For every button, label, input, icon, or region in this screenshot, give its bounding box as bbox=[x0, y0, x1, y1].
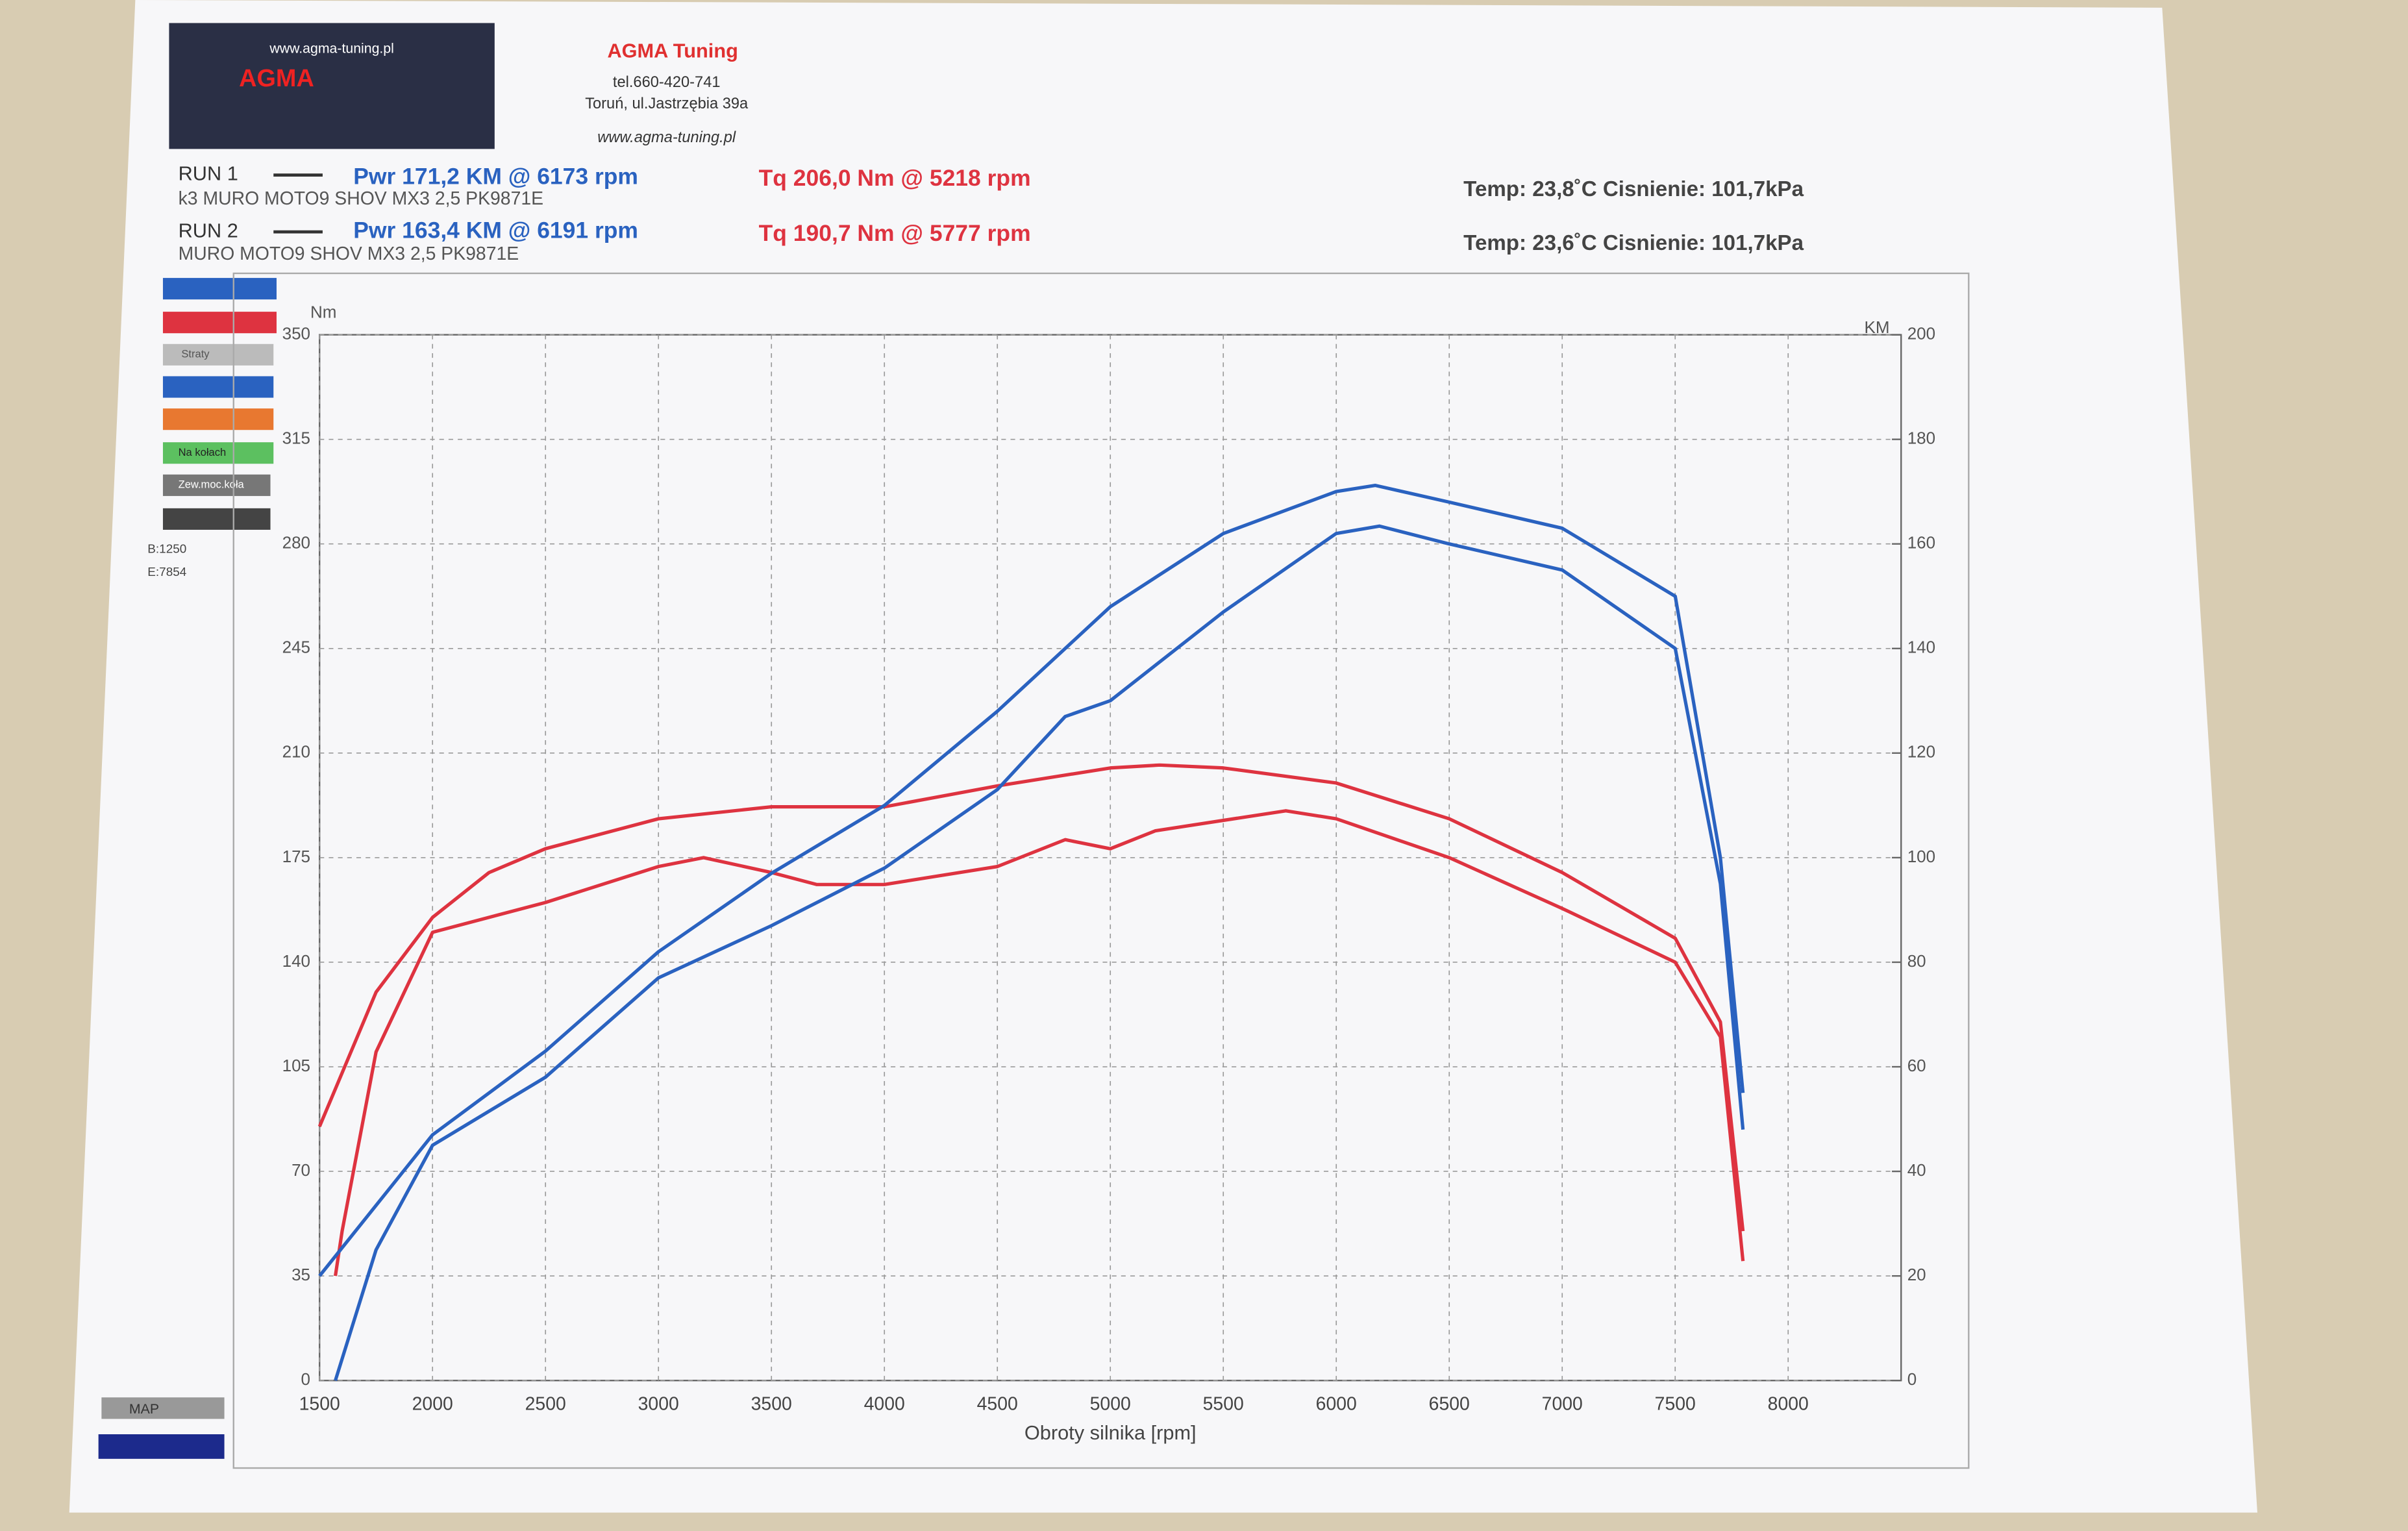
x-tick-label: 4000 bbox=[864, 1394, 905, 1415]
x-tick-label: 6000 bbox=[1316, 1394, 1357, 1415]
run-torque: Tq 206,0 Nm @ 5218 rpm bbox=[759, 165, 1031, 191]
website: www.agma-tuning.pl bbox=[597, 129, 736, 146]
run-power: Pwr 171,2 KM @ 6173 rpm bbox=[353, 164, 638, 190]
run-torque: Tq 190,7 Nm @ 5777 rpm bbox=[759, 220, 1031, 246]
side-swatch bbox=[162, 408, 274, 430]
x-tick-label: 7000 bbox=[1542, 1394, 1583, 1415]
y-tick-label: 350 bbox=[282, 323, 310, 343]
logo-url: www.agma-tuning.pl bbox=[269, 40, 393, 56]
logo-text: AGMA bbox=[239, 65, 314, 92]
side-swatch bbox=[162, 376, 274, 398]
side-swatch bbox=[98, 1434, 225, 1459]
side-item: Na kołach bbox=[179, 446, 227, 458]
y2-tick-label: 140 bbox=[1907, 638, 1935, 657]
x-tick-label: 3000 bbox=[638, 1394, 679, 1415]
side-swatch bbox=[162, 442, 274, 464]
logo bbox=[169, 23, 495, 149]
run-conditions: Temp: 23,6˚C Cisnienie: 101,7kPa bbox=[1463, 231, 1804, 255]
side-begin: B:1250 bbox=[147, 543, 186, 556]
x-tick-label: 4500 bbox=[977, 1394, 1018, 1415]
y-tick-label: 210 bbox=[282, 742, 310, 762]
y2-tick-label: 200 bbox=[1907, 323, 1935, 343]
y2-tick-label: 20 bbox=[1907, 1265, 1926, 1284]
x-tick-label: 2500 bbox=[525, 1394, 566, 1415]
x-tick-label: 5000 bbox=[1090, 1394, 1131, 1415]
side-swatch bbox=[101, 1397, 225, 1419]
phone: tel.660-420-741 bbox=[613, 74, 721, 91]
series-line bbox=[333, 809, 1745, 1276]
y2-axis-label: KM bbox=[1864, 317, 1889, 337]
company: AGMA Tuning bbox=[607, 40, 738, 62]
x-axis-label: Obroty silnika [rpm] bbox=[1024, 1421, 1197, 1444]
y-tick-label: 140 bbox=[282, 951, 310, 971]
y-tick-label: 105 bbox=[282, 1056, 310, 1075]
y-tick-label: 35 bbox=[292, 1265, 310, 1284]
y-tick-label: 0 bbox=[301, 1369, 310, 1389]
series-line bbox=[317, 763, 1745, 1232]
y2-tick-label: 180 bbox=[1907, 429, 1935, 448]
run-label: RUN 2 bbox=[179, 219, 238, 242]
chart-frame bbox=[232, 272, 1970, 1469]
y2-tick-label: 40 bbox=[1907, 1160, 1926, 1180]
series-line bbox=[334, 524, 1745, 1381]
run-power: Pwr 163,4 KM @ 6191 rpm bbox=[353, 218, 638, 243]
run-vehicle: k3 MURO MOTO9 SHOV MX3 2,5 PK9871E bbox=[179, 188, 543, 209]
x-tick-label: 2000 bbox=[412, 1394, 453, 1415]
y-tick-label: 280 bbox=[282, 533, 310, 553]
y2-tick-label: 160 bbox=[1907, 533, 1935, 553]
side-swatch bbox=[162, 343, 274, 366]
run-conditions: Temp: 23,8˚C Cisnienie: 101,7kPa bbox=[1463, 177, 1804, 201]
x-tick-label: 1500 bbox=[299, 1394, 340, 1415]
y2-tick-label: 120 bbox=[1907, 742, 1935, 762]
run-label: RUN 1 bbox=[179, 162, 238, 185]
side-swatch bbox=[162, 508, 271, 530]
x-tick-label: 8000 bbox=[1768, 1394, 1809, 1415]
side-end: E:7854 bbox=[147, 566, 186, 579]
side-map: MAP bbox=[129, 1401, 159, 1417]
x-tick-label: 3500 bbox=[751, 1394, 792, 1415]
side-swatch bbox=[162, 278, 277, 300]
run-vehicle: MURO MOTO9 SHOV MX3 2,5 PK9871E bbox=[179, 243, 519, 264]
paper bbox=[69, 0, 2257, 1513]
y2-tick-label: 60 bbox=[1907, 1056, 1926, 1075]
y-axis-label: Nm bbox=[310, 302, 336, 321]
y2-tick-label: 0 bbox=[1907, 1369, 1917, 1389]
side-swatch bbox=[162, 312, 277, 334]
plot: 1500 2000 2500 3000 3500 4000 4500 5000 5500 6000… bbox=[282, 323, 1935, 1414]
x-tick-label: 5500 bbox=[1203, 1394, 1244, 1415]
y2-tick-label: 80 bbox=[1907, 951, 1926, 971]
side-item: Straty bbox=[181, 348, 210, 360]
y-tick-label: 245 bbox=[282, 638, 310, 657]
y-tick-label: 70 bbox=[292, 1160, 310, 1180]
side-item: Zew.moc.koła bbox=[179, 479, 245, 491]
y-tick-label: 315 bbox=[282, 429, 310, 448]
x-tick-label: 7500 bbox=[1655, 1394, 1696, 1415]
series-line bbox=[318, 484, 1745, 1277]
address: Toruń, ul.Jastrzębia 39a bbox=[585, 95, 749, 112]
y2-tick-label: 100 bbox=[1907, 847, 1935, 866]
y-tick-label: 175 bbox=[282, 847, 310, 866]
x-tick-label: 6500 bbox=[1429, 1394, 1470, 1415]
side-swatch bbox=[162, 474, 271, 496]
